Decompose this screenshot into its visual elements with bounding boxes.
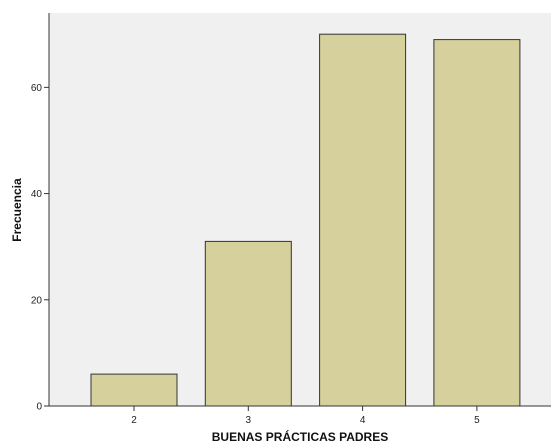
y-tick-label-0: 0 (36, 402, 42, 413)
x-tick-label-2: 2 (131, 415, 137, 426)
y-tick-label-60: 60 (31, 83, 43, 94)
y-axis-title: Frecuencia (10, 178, 24, 242)
x-tick-label-4: 4 (360, 415, 366, 426)
bar-2 (90, 373, 178, 407)
bars (90, 33, 521, 407)
x-ticks: 2 3 4 5 (131, 406, 480, 426)
y-tick-label-40: 40 (31, 189, 43, 200)
x-tick-label-3: 3 (246, 415, 252, 426)
bar-4 (319, 33, 407, 407)
y-ticks: 0 20 40 60 (31, 83, 49, 413)
y-tick-label-20: 20 (31, 295, 43, 306)
x-axis-title: BUENAS PRÁCTICAS PADRES (212, 429, 388, 444)
x-tick-label-5: 5 (474, 415, 480, 426)
bar-3 (204, 240, 292, 407)
bar-5 (433, 39, 521, 407)
